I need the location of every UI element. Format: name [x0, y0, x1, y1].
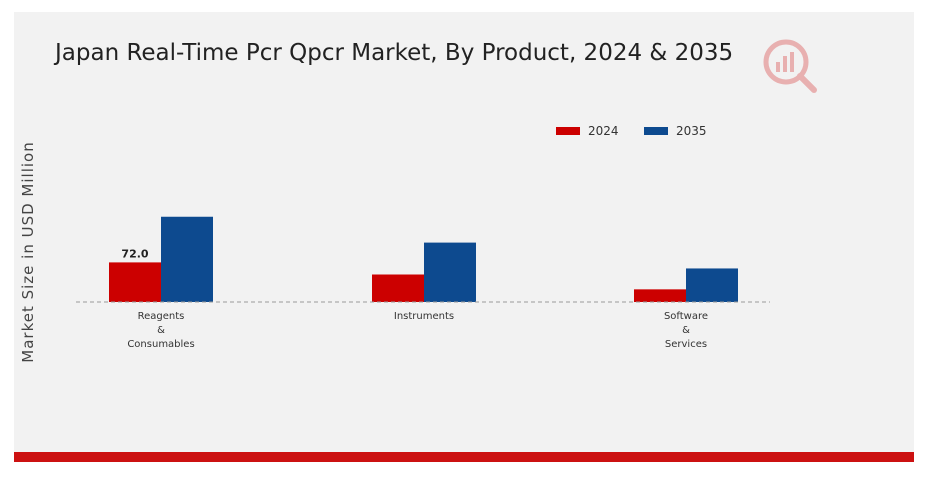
x-tick-label-2-1: & — [682, 325, 690, 336]
x-tick-label-1-0: Instruments — [394, 311, 454, 322]
legend-swatch-2024 — [556, 127, 580, 135]
x-tick-label-2-2: Services — [665, 339, 707, 350]
legend-label-2024: 2024 — [588, 124, 619, 138]
data-label-2024-0: 72.0 — [121, 247, 148, 260]
bar-2035-2 — [686, 268, 738, 302]
legend-item-2035: 2035 — [644, 124, 707, 138]
x-tick-label-0-2: Consumables — [127, 339, 194, 350]
bar-2035-0 — [161, 216, 213, 302]
chart-title: Japan Real-Time Pcr Qpcr Market, By Prod… — [55, 40, 734, 66]
bar-2024-0 — [109, 262, 161, 302]
x-tick-label-0-0: Reagents — [138, 311, 185, 322]
bar-2024-2 — [634, 289, 686, 302]
bar-2024-1 — [372, 274, 424, 302]
bottom-accent-bar — [14, 452, 914, 462]
x-tick-label-2-0: Software — [664, 311, 708, 322]
legend-label-2035: 2035 — [676, 124, 707, 138]
brand-logo-icon — [763, 39, 817, 93]
bar-2035-1 — [424, 242, 476, 302]
legend-swatch-2035 — [644, 127, 668, 135]
x-tick-label-0-1: & — [157, 325, 165, 336]
legend-item-2024: 2024 — [556, 124, 619, 138]
